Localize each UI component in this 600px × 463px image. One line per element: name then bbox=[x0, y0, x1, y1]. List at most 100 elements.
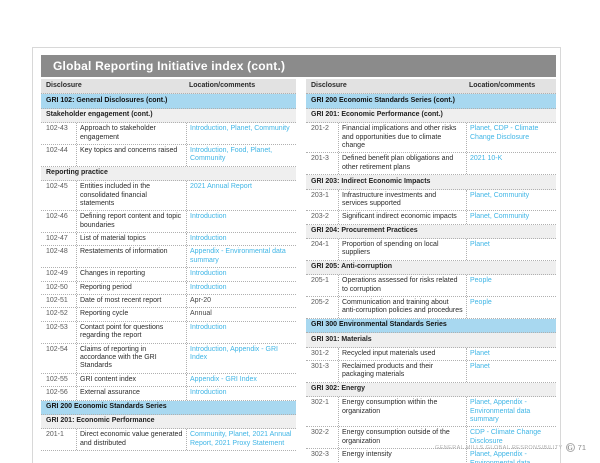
general-mills-logo-icon: G bbox=[565, 443, 575, 452]
disclosure-description: Energy consumption within the organizati… bbox=[338, 397, 466, 427]
location-comments[interactable]: CDP - Climate Change Disclosure bbox=[466, 427, 556, 449]
table-row: 102-48 Restatements of information Appendi… bbox=[41, 246, 296, 269]
section-title: GRI 205: Anti-corruption bbox=[311, 263, 393, 271]
location-comments[interactable]: People bbox=[466, 275, 556, 297]
section-title: GRI 200 Economic Standards Series bbox=[46, 403, 167, 411]
location-comments[interactable]: Introduction bbox=[186, 233, 296, 246]
disclosure-description: Financial implications and other risks a… bbox=[338, 123, 466, 153]
page-title: Global Reporting Initiative index (cont.… bbox=[41, 55, 556, 77]
location-comments: Apr-20 bbox=[186, 295, 296, 308]
disclosure-description: GRI content index bbox=[76, 373, 186, 387]
disclosure-code: 102-45 bbox=[46, 183, 68, 191]
table-row: 102-49 Changes in reporting Introduction bbox=[41, 268, 296, 282]
section-title: GRI 102: General Disclosures (cont.) bbox=[46, 96, 168, 104]
disclosure-code: 205-1 bbox=[311, 277, 329, 285]
section-title: GRI 201: Economic Performance bbox=[46, 417, 155, 425]
section-title: GRI 204: Procurement Practices bbox=[311, 227, 418, 235]
location-comments[interactable]: Appendix - Environmental data summary bbox=[186, 246, 296, 268]
disclosure-description: List of material topics bbox=[76, 233, 186, 246]
table-row: 204-1 Proportion of spending on local sup… bbox=[306, 239, 556, 261]
disclosure-description: Reporting period bbox=[76, 281, 186, 295]
location-column-header: Location/comments bbox=[469, 82, 536, 89]
location-comments[interactable]: Introduction bbox=[186, 387, 296, 400]
disclosure-code: 102-47 bbox=[46, 235, 68, 243]
location-comments[interactable]: Introduction bbox=[186, 321, 296, 343]
table-row: 102-53 Contact point for questions regard… bbox=[41, 321, 296, 344]
series-header-row: GRI 102: General Disclosures (cont.) bbox=[41, 94, 296, 109]
disclosure-code: 102-50 bbox=[46, 283, 68, 291]
disclosure-code: 203-2 bbox=[311, 213, 329, 221]
disclosure-description: Defining report content and topic bounda… bbox=[76, 211, 186, 233]
disclosure-description: Direct economic value generated and dist… bbox=[76, 429, 186, 451]
page-number: 71 bbox=[577, 443, 586, 452]
table-row: 102-50 Reporting period Introduction bbox=[41, 281, 296, 296]
location-comments[interactable]: 2021 10-K bbox=[466, 153, 556, 175]
section-title: Reporting practice bbox=[46, 169, 108, 177]
section-title: GRI 301: Materials bbox=[311, 335, 372, 343]
disclosure-code: 201-1 bbox=[46, 431, 64, 439]
disclosure-code: 102-56 bbox=[46, 389, 68, 397]
table-row: 102-44 Key topics and concerns raised Intr… bbox=[41, 144, 296, 167]
disclosure-description: Approach to stakeholder engagement bbox=[76, 123, 186, 144]
location-comments[interactable]: Planet, CDP - Climate Change Disclosure bbox=[466, 123, 556, 153]
location-comments[interactable]: Introduction, Appendix - GRI Index bbox=[186, 343, 296, 373]
section-title: GRI 300 Environmental Standards Series bbox=[311, 321, 447, 329]
table-row: 205-1 Operations assessed for risks relat… bbox=[306, 275, 556, 298]
disclosure-code: 102-44 bbox=[46, 146, 68, 154]
disclosure-description: Reclaimed products and their packaging m… bbox=[338, 360, 466, 382]
location-comments[interactable]: Introduction, Planet, Community bbox=[186, 123, 296, 144]
section-header-row: Stakeholder engagement (cont.) bbox=[41, 108, 296, 124]
location-comments[interactable]: Introduction, Food, Planet, Community bbox=[186, 144, 296, 166]
section-title: Stakeholder engagement (cont.) bbox=[46, 111, 153, 119]
series-header-row: GRI 200 Economic Standards Series bbox=[41, 400, 296, 415]
disclosure-description: Energy intensity bbox=[338, 449, 466, 463]
location-comments[interactable]: Planet, Community bbox=[466, 211, 556, 224]
section-title: GRI 203: Indirect Economic Impacts bbox=[311, 177, 431, 185]
location-comments[interactable]: Community, Planet, 2021 Annual Report, 2… bbox=[186, 429, 296, 451]
location-comments[interactable]: Introduction bbox=[186, 211, 296, 233]
location-comments[interactable]: Introduction bbox=[186, 268, 296, 281]
location-comments[interactable]: Appendix - GRI Index bbox=[186, 373, 296, 387]
location-comments[interactable]: 2021 Annual Report bbox=[186, 181, 296, 211]
table-row: 302-1 Energy consumption within the organ… bbox=[306, 397, 556, 428]
location-comments[interactable]: People bbox=[466, 297, 556, 318]
disclosure-description: Reporting cycle bbox=[76, 308, 186, 321]
table-row: 201-2 Financial implications and other ri… bbox=[306, 123, 556, 154]
location-comments[interactable]: Planet, Appendix - Environmental data su… bbox=[466, 449, 556, 463]
disclosure-code: 102-46 bbox=[46, 213, 68, 221]
location-comments[interactable]: Planet bbox=[466, 239, 556, 260]
disclosure-code: 102-49 bbox=[46, 270, 68, 278]
disclosure-description: Entities included in the consolidated fi… bbox=[76, 181, 186, 211]
table-row: 102-45 Entities included in the consolida… bbox=[41, 181, 296, 212]
disclosure-code: 102-52 bbox=[46, 310, 68, 318]
series-header-row: GRI 200 Economic Standards Series (cont.… bbox=[306, 94, 556, 109]
location-column-header: Location/comments bbox=[189, 82, 256, 89]
disclosure-code: 302-2 bbox=[311, 429, 329, 437]
section-header-row: GRI 301: Materials bbox=[306, 333, 556, 348]
disclosure-code: 102-55 bbox=[46, 375, 68, 383]
section-header-row: GRI 204: Procurement Practices bbox=[306, 224, 556, 240]
disclosure-code: 302-1 bbox=[311, 399, 329, 407]
section-header-row: GRI 201: Economic Performance bbox=[41, 414, 296, 430]
location-comments[interactable]: Planet bbox=[466, 360, 556, 382]
gri-index-tables: Disclosure Location/comments GRI 102: Ge… bbox=[41, 79, 556, 463]
location-comments[interactable]: Planet, Appendix - Environmental data su… bbox=[466, 397, 556, 427]
table-row: 102-43 Approach to stakeholder engagement… bbox=[41, 123, 296, 145]
table-row: 102-51 Date of most recent report Apr-20 bbox=[41, 295, 296, 309]
disclosure-code: 301-2 bbox=[311, 349, 329, 357]
disclosure-description: Date of most recent report bbox=[76, 295, 186, 308]
disclosure-code: 203-1 bbox=[311, 191, 329, 199]
table-row: 201-3 Defined benefit plan obligations an… bbox=[306, 153, 556, 176]
location-comments[interactable]: Planet, Community bbox=[466, 189, 556, 211]
disclosure-description: Key topics and concerns raised bbox=[76, 144, 186, 166]
table-row: 102-54 Claims of reporting in accordance … bbox=[41, 343, 296, 374]
location-comments[interactable]: Planet bbox=[466, 347, 556, 360]
section-header-row: Reporting practice bbox=[41, 166, 296, 182]
disclosure-description: Restatements of information bbox=[76, 246, 186, 268]
section-header-row: GRI 205: Anti-corruption bbox=[306, 260, 556, 276]
table-row: 102-55 GRI content index Appendix - GRI In… bbox=[41, 373, 296, 388]
table-row: 203-1 Infrastructure investments and serv… bbox=[306, 189, 556, 212]
location-comments[interactable]: Introduction bbox=[186, 281, 296, 295]
section-header-row: GRI 201: Economic Performance (cont.) bbox=[306, 108, 556, 124]
table-rows: GRI 102: General Disclosures (cont.) Stak… bbox=[41, 94, 296, 452]
